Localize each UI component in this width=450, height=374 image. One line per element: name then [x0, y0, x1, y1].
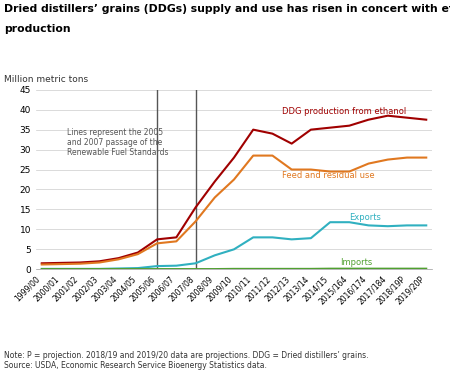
Text: Imports: Imports — [340, 258, 372, 267]
Text: Million metric tons: Million metric tons — [4, 75, 89, 84]
Text: Note: P = projection. 2018/19 and 2019/20 data are projections. DDG = Dried dist: Note: P = projection. 2018/19 and 2019/2… — [4, 351, 369, 370]
Text: Feed and residual use: Feed and residual use — [282, 171, 375, 180]
Text: Lines represent the 2005
and 2007 passage of the
Renewable Fuel Standards: Lines represent the 2005 and 2007 passag… — [67, 128, 168, 157]
Text: DDG production from ethanol: DDG production from ethanol — [282, 107, 406, 116]
Text: production: production — [4, 24, 71, 34]
Text: Exports: Exports — [349, 213, 381, 222]
Text: Dried distillers’ grains (DDGs) supply and use has risen in concert with ethanol: Dried distillers’ grains (DDGs) supply a… — [4, 4, 450, 14]
